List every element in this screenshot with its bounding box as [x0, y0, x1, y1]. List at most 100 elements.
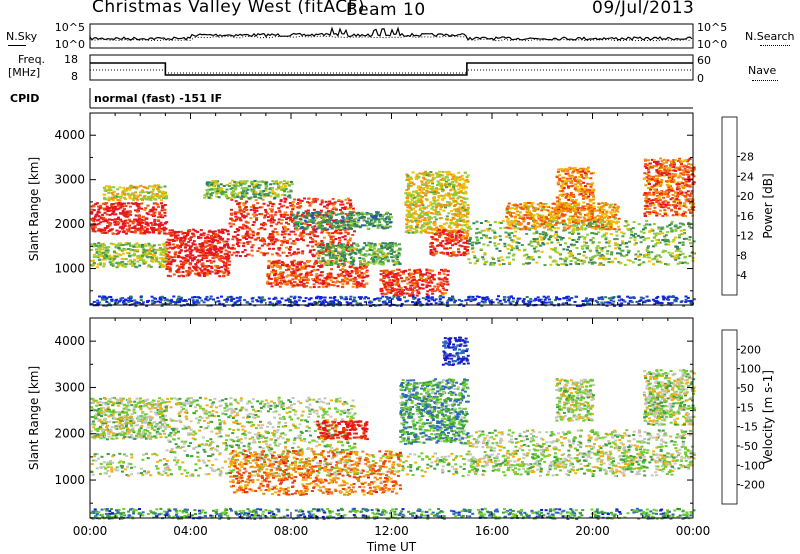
power-cell: [391, 289, 395, 292]
power-cell: [314, 213, 318, 216]
power-cell: [150, 196, 154, 199]
power-cell: [443, 247, 447, 250]
power-cell: [165, 263, 169, 266]
power-cell: [489, 263, 493, 266]
power-cell: [452, 205, 456, 207]
power-cell: [132, 220, 136, 223]
power-cell: [224, 191, 228, 194]
power-cell: [627, 229, 631, 231]
power-cell: [317, 257, 320, 260]
power-cell: [231, 194, 235, 197]
power-cell: [405, 276, 409, 279]
power-cell: [287, 233, 291, 236]
power-cell: [331, 281, 335, 284]
power-cell: [113, 223, 117, 226]
power-cell: [677, 236, 681, 239]
power-cell: [307, 218, 311, 221]
power-cell: [277, 185, 281, 188]
power-cell: [146, 256, 150, 259]
power-cell: [438, 290, 442, 293]
power-cell: [146, 231, 150, 234]
power-cell: [457, 212, 461, 215]
power-cell: [214, 180, 218, 183]
power-cell: [334, 225, 338, 228]
power-cell: [327, 210, 330, 213]
power-cell: [438, 236, 441, 238]
power-cell: [108, 222, 112, 225]
power-cell: [250, 249, 254, 252]
power-cell: [366, 227, 370, 230]
power-cell: [218, 275, 222, 278]
power-cell: [280, 282, 283, 285]
power-cell: [283, 240, 286, 243]
power-cell: [455, 238, 459, 241]
power-cell: [197, 274, 201, 277]
power-cell: [314, 222, 318, 225]
power-cell: [126, 230, 130, 233]
power-cell: [221, 256, 224, 258]
power-cell: [341, 268, 345, 271]
power-cell: [299, 233, 303, 236]
power-cell: [363, 212, 367, 215]
power-cell: [229, 188, 233, 190]
power-cell: [385, 281, 389, 284]
power-cell: [158, 216, 162, 218]
power-cell: [317, 254, 321, 257]
power-cell: [330, 227, 334, 230]
power-cell: [350, 220, 354, 223]
power-cell: [118, 186, 122, 189]
power-cell: [189, 236, 193, 239]
power-cell: [242, 204, 246, 207]
power-cell: [300, 213, 304, 216]
power-cell: [365, 269, 369, 272]
power-cell: [164, 195, 168, 198]
power-cell: [561, 258, 565, 261]
power-cell: [128, 255, 132, 258]
power-cell: [426, 179, 430, 182]
power-cell: [220, 260, 224, 263]
power-cell: [362, 265, 366, 268]
power-cell: [297, 198, 301, 201]
power-cell: [431, 241, 434, 244]
power-cell: [147, 264, 151, 267]
power-cell: [226, 273, 230, 276]
power-cell: [310, 238, 314, 240]
power-cell: [279, 200, 283, 203]
power-cell: [475, 260, 479, 262]
power-cell: [316, 246, 320, 248]
power-cell: [191, 254, 195, 257]
power-cell: [548, 255, 552, 258]
power-cell: [358, 260, 362, 262]
power-cell: [283, 211, 287, 214]
power-cell: [312, 199, 316, 202]
power-cell: [471, 241, 475, 244]
power-cell: [354, 278, 358, 281]
power-cell: [373, 244, 377, 247]
power-cell: [215, 191, 218, 194]
power-cell: [352, 280, 356, 283]
power-cell: [435, 205, 439, 208]
power-cell: [341, 262, 345, 265]
power-cell: [374, 215, 378, 218]
power-cell: [237, 229, 241, 231]
power-cell: [458, 213, 462, 216]
power-cell: [639, 253, 643, 256]
power-cell: [445, 289, 449, 291]
power-cell: [283, 239, 287, 242]
power-cell: [318, 222, 322, 225]
power-cell: [152, 188, 155, 191]
power-cell: [286, 214, 289, 217]
power-cell: [272, 182, 276, 185]
power-cell: [386, 215, 390, 218]
power-cell: [238, 238, 242, 241]
power-cell: [130, 260, 134, 263]
power-cell: [297, 279, 301, 282]
power-cell: [121, 202, 124, 205]
power-cell: [436, 229, 440, 232]
power-cell: [447, 179, 451, 182]
power-cell: [227, 185, 231, 187]
power-cell: [314, 228, 318, 231]
power-cell: [293, 242, 297, 245]
power-cell: [462, 220, 466, 223]
power-cell: [129, 230, 133, 233]
